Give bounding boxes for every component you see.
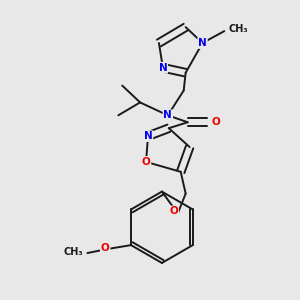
Text: N: N (158, 63, 167, 73)
Text: N: N (164, 110, 172, 120)
Text: CH₃: CH₃ (64, 247, 83, 257)
Text: N: N (144, 131, 152, 141)
Text: O: O (169, 206, 178, 216)
Text: O: O (142, 157, 150, 167)
Text: O: O (101, 243, 110, 253)
Text: CH₃: CH₃ (228, 24, 248, 34)
Text: N: N (198, 38, 207, 48)
Text: O: O (211, 117, 220, 127)
